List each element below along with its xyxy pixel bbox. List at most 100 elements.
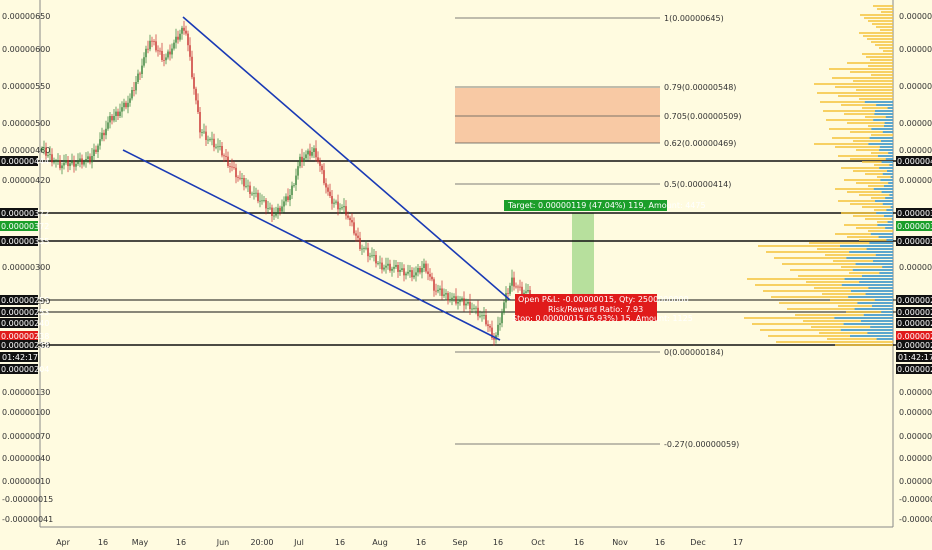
candle-body — [403, 268, 405, 276]
candle-body — [113, 116, 115, 121]
volume-bar-blue — [884, 122, 893, 124]
candle-body — [467, 301, 469, 304]
candle-body — [117, 111, 119, 116]
candle-body — [69, 163, 71, 167]
candle-body — [109, 116, 111, 123]
y-tick-right: 0.00000420 — [899, 176, 932, 185]
volume-bar — [841, 266, 893, 268]
volume-bar-blue — [875, 200, 893, 202]
candle-body — [347, 215, 349, 218]
candle-body — [377, 263, 379, 264]
pl-box — [515, 294, 657, 321]
volume-bar — [883, 50, 893, 52]
candle-body — [397, 265, 399, 272]
candle-body — [261, 200, 263, 202]
candle-body — [265, 200, 267, 209]
candle-body — [231, 166, 233, 168]
volume-bar-blue — [885, 116, 893, 118]
volume-bar — [763, 290, 893, 292]
candle-body — [295, 175, 297, 185]
candle-body — [343, 206, 345, 208]
volume-bar — [806, 281, 893, 283]
candle-body — [233, 167, 235, 168]
y-tick-left: -0.00000041 — [2, 515, 53, 524]
candle-body — [447, 293, 449, 301]
y-tick-right: 0.00000100 — [899, 408, 932, 417]
target-text: Target: 0.00000119 (47.04%) 119, Amount:… — [507, 201, 706, 210]
candle-body — [455, 296, 457, 304]
candle-body — [293, 185, 295, 186]
candle-body — [253, 193, 255, 194]
volume-bar — [774, 257, 893, 259]
volume-bar-blue — [879, 149, 893, 151]
candle-body — [365, 247, 367, 249]
volume-bar-blue — [882, 131, 893, 133]
candle-body — [245, 186, 247, 187]
volume-bar — [758, 245, 893, 247]
level-tag-right — [896, 331, 932, 341]
level-tag-right-text: 0.00000240 — [897, 319, 932, 328]
volume-bar — [844, 224, 893, 226]
candle-body — [445, 293, 447, 295]
volume-bar-blue — [875, 254, 893, 256]
volume-bar-blue — [874, 299, 893, 301]
candle-body — [237, 177, 239, 178]
candle-body — [151, 40, 153, 42]
volume-bar-blue — [869, 137, 893, 139]
volume-bar — [859, 194, 893, 196]
y-tick-right: 0.00000130 — [899, 388, 932, 397]
volume-bar-blue — [846, 257, 893, 259]
volume-bar-blue — [868, 287, 893, 289]
x-tick: Sep — [452, 538, 467, 547]
candle-body — [65, 160, 67, 163]
level-tag-right-text: 0.00000238 — [897, 332, 932, 341]
target-box — [504, 200, 667, 211]
x-tick: Dec — [690, 538, 705, 547]
volume-bar — [782, 263, 893, 265]
volume-bar-blue — [879, 167, 893, 169]
candle-body — [95, 149, 97, 152]
volume-bar — [862, 53, 893, 55]
level-tag-right-text: 0.00000204 — [897, 365, 932, 374]
volume-bar — [872, 23, 893, 25]
candle-body — [161, 50, 163, 60]
volume-bar-blue — [863, 314, 893, 316]
candle-body — [423, 263, 425, 268]
candle-body — [439, 288, 441, 290]
volume-bar-blue — [873, 119, 893, 121]
volume-bar — [862, 206, 893, 208]
x-tick: 17 — [733, 538, 743, 547]
candle-body — [99, 139, 101, 146]
time-tag-left-text: 01:42:17 — [2, 353, 38, 362]
y-tick-left: 0.00000600 — [2, 45, 50, 54]
volume-bar — [841, 212, 893, 214]
volume-bar — [856, 227, 893, 229]
candle-body — [341, 207, 343, 209]
candle-body — [289, 195, 291, 201]
candle-body — [479, 315, 481, 317]
candle-body — [277, 207, 279, 213]
volume-bar — [864, 17, 893, 19]
candle-body — [77, 161, 79, 164]
candle-body — [527, 290, 529, 292]
y-tick-left: 0.00000420 — [2, 176, 50, 185]
volume-bar — [874, 209, 893, 211]
volume-bar-blue — [870, 233, 893, 235]
level-tag-left-text: 0.00000240 — [1, 319, 49, 328]
candle-body — [129, 98, 131, 103]
volume-bar-blue — [887, 107, 893, 109]
x-tick: Jun — [216, 538, 230, 547]
level-tag-right-text: 0.00000238 — [897, 341, 932, 350]
candle-body — [59, 160, 61, 169]
candle-body — [141, 65, 143, 74]
candle-body — [43, 147, 45, 149]
candle-body — [379, 262, 381, 264]
candle-body — [55, 160, 57, 162]
volume-bar — [877, 8, 893, 10]
level-tag-right — [896, 318, 932, 328]
candle-body — [483, 315, 485, 316]
volume-bar — [760, 329, 893, 331]
candle-body — [461, 298, 463, 301]
